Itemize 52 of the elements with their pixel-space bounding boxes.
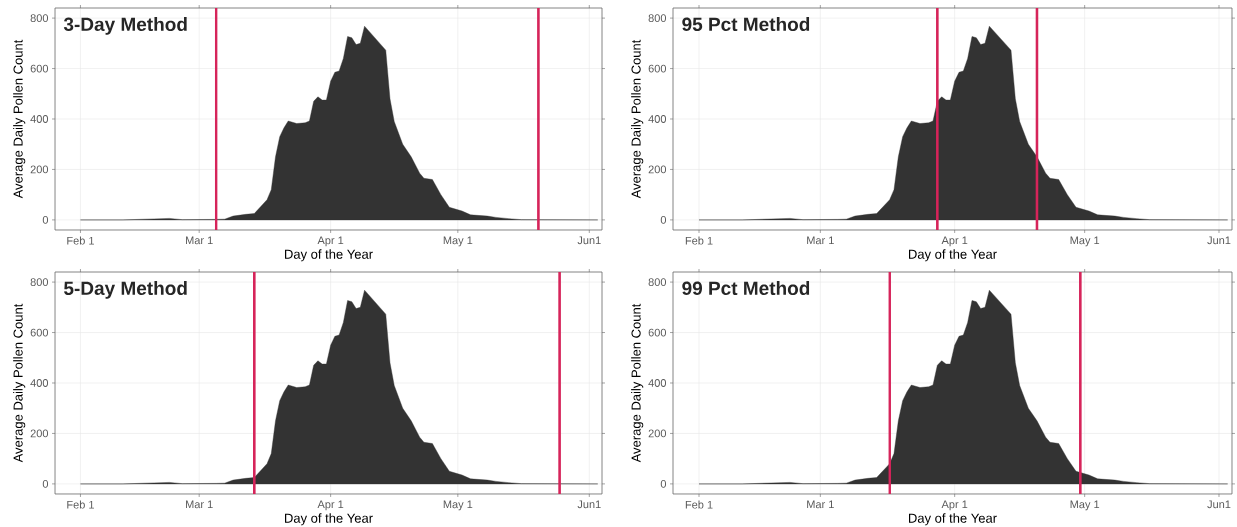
- chart-title: 95 Pct Method: [682, 17, 810, 32]
- y-tick-label: 600: [648, 64, 667, 73]
- y-tick-label: 200: [648, 429, 667, 438]
- y-tick-label: 200: [648, 165, 667, 174]
- x-tick-label: Mar 1: [807, 500, 834, 509]
- x-tick-label: Feb 1: [685, 236, 713, 245]
- y-tick-label: 600: [30, 64, 49, 73]
- y-tick-label: 0: [660, 480, 667, 488]
- x-tick-label: Apr 1: [941, 500, 968, 511]
- y-tick-label: 600: [648, 328, 667, 337]
- x-tick-label: Jun1: [1207, 236, 1231, 245]
- x-axis-title: Day of the Year: [285, 513, 373, 526]
- x-tick-label: Apr 1: [317, 236, 344, 247]
- x-tick-label: Feb 1: [67, 500, 94, 509]
- y-tick-label: 200: [30, 165, 49, 174]
- y-axis-title: Average Daily Pollen Count: [631, 39, 644, 199]
- y-tick-label: 800: [648, 278, 667, 286]
- x-tick-label: May 1: [443, 236, 473, 247]
- y-tick-label: 400: [30, 115, 49, 123]
- y-axis-title: Average Daily Pollen Count: [631, 303, 644, 463]
- y-tick-label: 0: [660, 216, 667, 224]
- x-tick-label: Feb 1: [685, 500, 713, 509]
- x-tick-label: Mar 1: [186, 500, 213, 509]
- x-tick-label: Mar 1: [807, 236, 834, 245]
- y-tick-label: 200: [30, 429, 49, 438]
- x-axis-title: Day of the Year: [909, 513, 997, 526]
- y-tick-label: 400: [648, 379, 667, 387]
- y-tick-label: 800: [648, 14, 667, 22]
- y-axis-title: Average Daily Pollen Count: [13, 39, 26, 199]
- y-tick-label: 400: [648, 115, 667, 123]
- x-tick-label: May 1: [443, 500, 473, 511]
- y-axis-title: Average Daily Pollen Count: [13, 303, 26, 463]
- chart-title: 3-Day Method: [63, 17, 187, 35]
- x-tick-label: May 1: [1070, 500, 1100, 511]
- x-axis-title: Day of the Year: [285, 249, 373, 262]
- y-tick-label: 800: [30, 278, 49, 286]
- y-tick-label: 0: [42, 216, 49, 224]
- x-tick-label: May 1: [1070, 236, 1100, 247]
- x-tick-label: Jun1: [1207, 500, 1231, 509]
- x-tick-label: Feb 1: [67, 236, 94, 245]
- y-tick-label: 800: [30, 14, 49, 22]
- y-tick-label: 0: [42, 480, 49, 488]
- x-tick-label: Apr 1: [317, 500, 344, 511]
- x-tick-label: Apr 1: [941, 236, 968, 247]
- chart-title: 5-Day Method: [64, 281, 187, 299]
- y-tick-label: 400: [30, 379, 49, 387]
- x-axis-title: Day of the Year: [909, 249, 997, 262]
- chart-title: 99 Pct Method: [682, 281, 810, 296]
- x-tick-label: Jun1: [577, 500, 601, 509]
- x-tick-label: Mar 1: [186, 236, 213, 245]
- x-tick-label: Jun1: [577, 236, 601, 245]
- y-tick-label: 600: [30, 328, 49, 337]
